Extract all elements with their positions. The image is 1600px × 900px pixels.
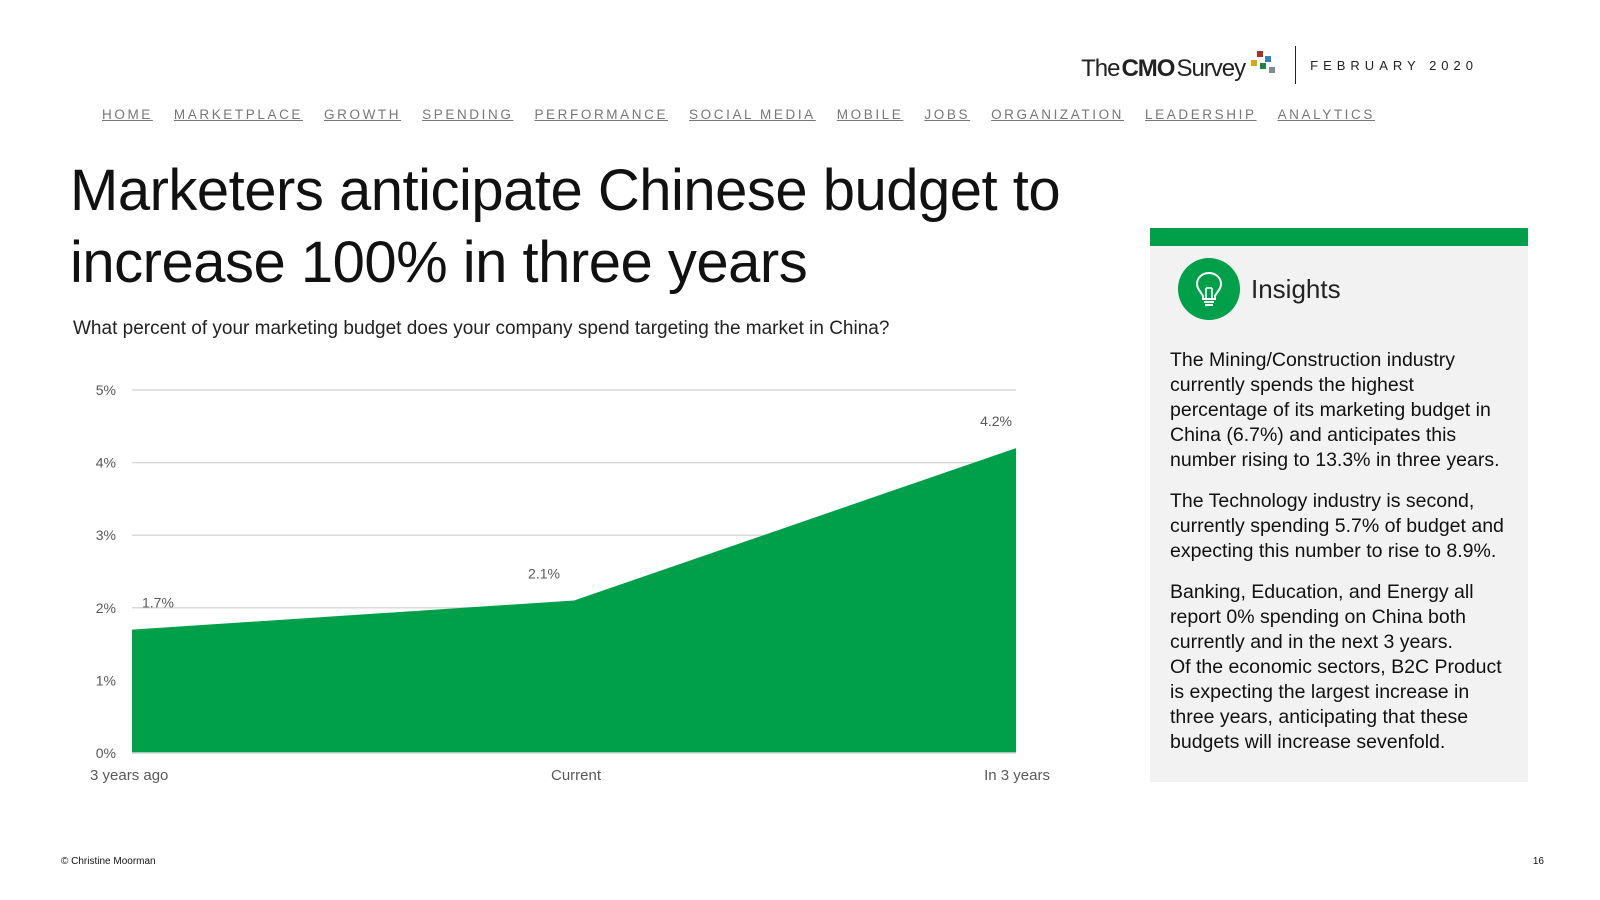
data-label: 2.1% [528,566,560,582]
x-tick-label: Current [551,767,602,784]
brand-header: The CMO Survey FEBRUARY 2020 [1081,46,1478,84]
y-tick-label: 2% [96,600,116,616]
nav-link-analytics[interactable]: ANALYTICS [1277,107,1375,122]
y-tick-label: 0% [96,745,116,761]
survey-question: What percent of your marketing budget do… [73,318,890,339]
y-tick-label: 1% [96,672,116,688]
logo-cmo: CMO [1121,54,1175,82]
report-date: FEBRUARY 2020 [1310,57,1478,73]
nav-link-leadership[interactable]: LEADERSHIP [1145,107,1257,122]
logo-dot [1251,59,1258,66]
logo-dot [1257,50,1264,57]
insights-accent-bar [1150,228,1528,246]
area-chart: 0% 1% 2% 3% 4% 5% 1.7% 2.1% 4.2% 3 years ago Curre… [90,382,1050,784]
copyright: © Christine Moorman [61,856,156,867]
nav-link-organization[interactable]: ORGANIZATION [991,107,1125,122]
data-label: 1.7% [142,595,174,611]
insight-paragraph: The Mining/Construction industry current… [1170,349,1500,471]
brand-divider [1295,46,1297,84]
cmo-survey-logo[interactable]: The CMO Survey [1081,48,1283,83]
insight-paragraph: The Technology industry is second, curre… [1170,490,1504,562]
insights-body: The Mining/Construction industry current… [1150,320,1528,755]
logo-dots-icon [1247,48,1283,76]
data-label: 4.2% [980,413,1012,429]
nav-link-social-media[interactable]: SOCIAL MEDIA [689,107,816,122]
page-number: 16 [1532,856,1544,867]
insights-header: Insights [1178,258,1528,320]
top-navigation: HOME MARKETPLACE GROWTH SPENDING PERFORMANCE… [102,107,1396,122]
area-series [132,448,1016,753]
logo-dot [1260,62,1267,69]
nav-link-marketplace[interactable]: MARKETPLACE [173,107,304,122]
y-tick-label: 4% [96,455,116,471]
logo-survey: Survey [1176,54,1246,82]
nav-link-mobile[interactable]: MOBILE [836,107,904,122]
nav-link-performance[interactable]: PERFORMANCE [534,107,669,122]
logo-dot [1269,66,1276,73]
y-tick-label: 5% [96,382,116,398]
nav-link-spending[interactable]: SPENDING [422,107,514,122]
nav-link-growth[interactable]: GROWTH [324,107,402,122]
logo-the: The [1081,54,1120,82]
page-title: Marketers anticipate Chinese budget to i… [70,158,1061,295]
logo-dot [1265,55,1272,62]
y-tick-label: 3% [96,527,116,543]
x-tick-label: 3 years ago [90,767,168,784]
x-tick-label: In 3 years [984,767,1050,784]
insight-paragraph: Banking, Education, and Energy all repor… [1170,581,1474,653]
insights-title: Insights [1251,273,1341,304]
nav-link-home[interactable]: HOME [102,107,153,122]
insights-panel: Insights The Mining/Construction industr… [1150,228,1528,782]
lightbulb-icon [1178,258,1240,320]
insight-paragraph: Of the economic sectors, B2C Product is … [1170,656,1502,753]
nav-link-jobs[interactable]: JOBS [924,107,971,122]
